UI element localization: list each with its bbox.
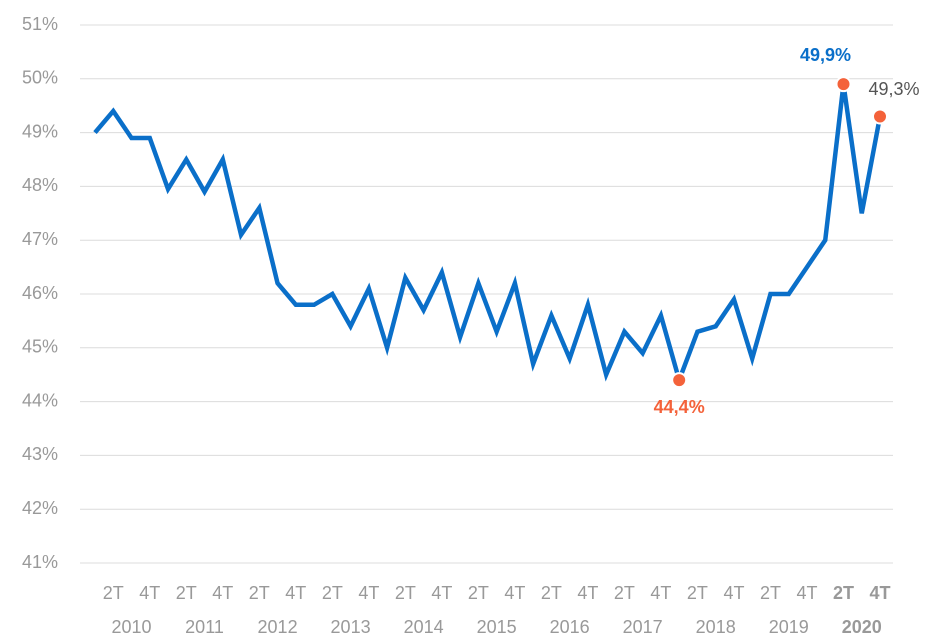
x-tick-label: 2T [249,583,270,603]
highlight-marker [835,76,852,93]
x-group-label: 2019 [769,617,809,636]
y-tick-label: 48% [22,175,58,195]
x-tick-label: 4T [869,583,890,603]
value-label: 49,3% [868,79,919,99]
x-tick-label: 4T [212,583,233,603]
value-label: 49,9% [800,45,851,65]
x-group-label: 2014 [404,617,444,636]
x-tick-label: 4T [285,583,306,603]
y-tick-label: 44% [22,390,58,410]
x-group-label: 2011 [185,617,224,636]
y-tick-label: 47% [22,229,58,249]
x-group-label: 2017 [623,617,663,636]
x-tick-label: 4T [577,583,598,603]
y-tick-label: 50% [22,68,58,88]
y-tick-label: 45% [22,337,58,357]
x-tick-label: 2T [468,583,489,603]
y-tick-label: 46% [22,283,58,303]
value-label: 44,4% [654,397,705,417]
y-tick-label: 41% [22,552,58,572]
x-group-label: 2010 [111,617,151,636]
y-tick-label: 42% [22,498,58,518]
highlight-marker [671,372,688,389]
series-line [93,83,883,388]
x-tick-label: 4T [139,583,160,603]
x-group-label: 2020 [842,617,882,636]
x-tick-label: 2T [687,583,708,603]
x-tick-label: 4T [358,583,379,603]
x-group-label: 2013 [331,617,371,636]
x-group-label: 2015 [477,617,517,636]
y-tick-label: 43% [22,444,58,464]
x-tick-label: 2T [395,583,416,603]
x-tick-label: 2T [541,583,562,603]
x-group-label: 2016 [550,617,590,636]
x-tick-label: 2T [103,583,124,603]
x-tick-label: 4T [650,583,671,603]
x-tick-label: 4T [796,583,817,603]
x-tick-label: 2T [760,583,781,603]
highlight-marker [872,108,888,125]
x-tick-label: 2T [614,583,635,603]
x-tick-label: 4T [504,583,525,603]
y-tick-label: 49% [22,121,58,141]
x-tick-label: 2T [176,583,197,603]
x-tick-label: 4T [431,583,452,603]
x-group-label: 2012 [258,617,298,636]
x-tick-label: 4T [723,583,744,603]
x-group-label: 2018 [696,617,736,636]
y-tick-label: 51% [22,14,58,34]
x-tick-label: 2T [322,583,343,603]
x-tick-label: 2T [833,583,854,603]
